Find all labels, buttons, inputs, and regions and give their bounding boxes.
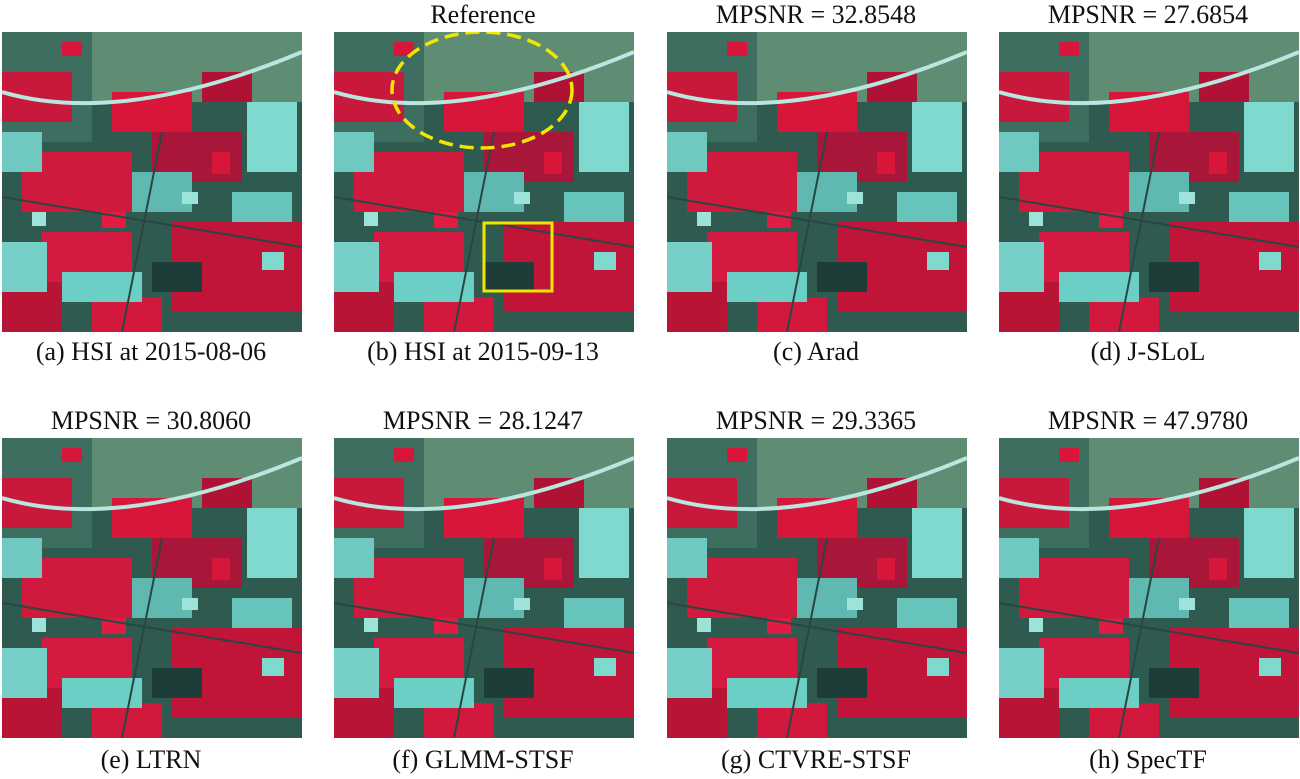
panel-d-image — [999, 32, 1299, 332]
satellite-image-g — [667, 438, 967, 738]
panel-f-image — [334, 438, 634, 738]
satellite-image-b — [334, 32, 634, 332]
panel-b-title: Reference — [430, 0, 536, 29]
panel-e-caption: (e) LTRN — [100, 745, 202, 774]
satellite-image-a — [2, 32, 302, 332]
panel-d-title: MPSNR = 27.6854 — [1047, 0, 1249, 29]
satellite-image-f — [334, 438, 634, 738]
panel-h-caption: (h) SpecTF — [1089, 745, 1207, 774]
panel-a-image — [2, 32, 302, 332]
panel-c-title: MPSNR = 32.8548 — [715, 0, 917, 29]
panel-c-image — [667, 32, 967, 332]
panel-e-title: MPSNR = 30.8060 — [50, 406, 252, 435]
panel-g-title: MPSNR = 29.3365 — [715, 406, 917, 435]
satellite-image-c — [667, 32, 967, 332]
satellite-image-h — [999, 438, 1299, 738]
panel-c-caption: (c) Arad — [773, 337, 859, 366]
dashed-ellipse-annotation — [390, 32, 574, 150]
box-annotation — [482, 221, 554, 293]
panel-b-caption: (b) HSI at 2015-09-13 — [367, 337, 599, 366]
panel-g-caption: (g) CTVRE-STSF — [721, 745, 911, 774]
panel-a-caption: (a) HSI at 2015-08-06 — [35, 337, 267, 366]
panel-b-image — [334, 32, 634, 332]
satellite-image-e — [2, 438, 302, 738]
panel-h-image — [999, 438, 1299, 738]
panel-e-image — [2, 438, 302, 738]
panel-d-caption: (d) J-SLoL — [1090, 337, 1206, 366]
panel-f-title: MPSNR = 28.1247 — [382, 406, 584, 435]
panel-g-image — [667, 438, 967, 738]
panel-f-caption: (f) GLMM-STSF — [392, 745, 574, 774]
panel-h-title: MPSNR = 47.9780 — [1047, 406, 1249, 435]
satellite-image-d — [999, 32, 1299, 332]
